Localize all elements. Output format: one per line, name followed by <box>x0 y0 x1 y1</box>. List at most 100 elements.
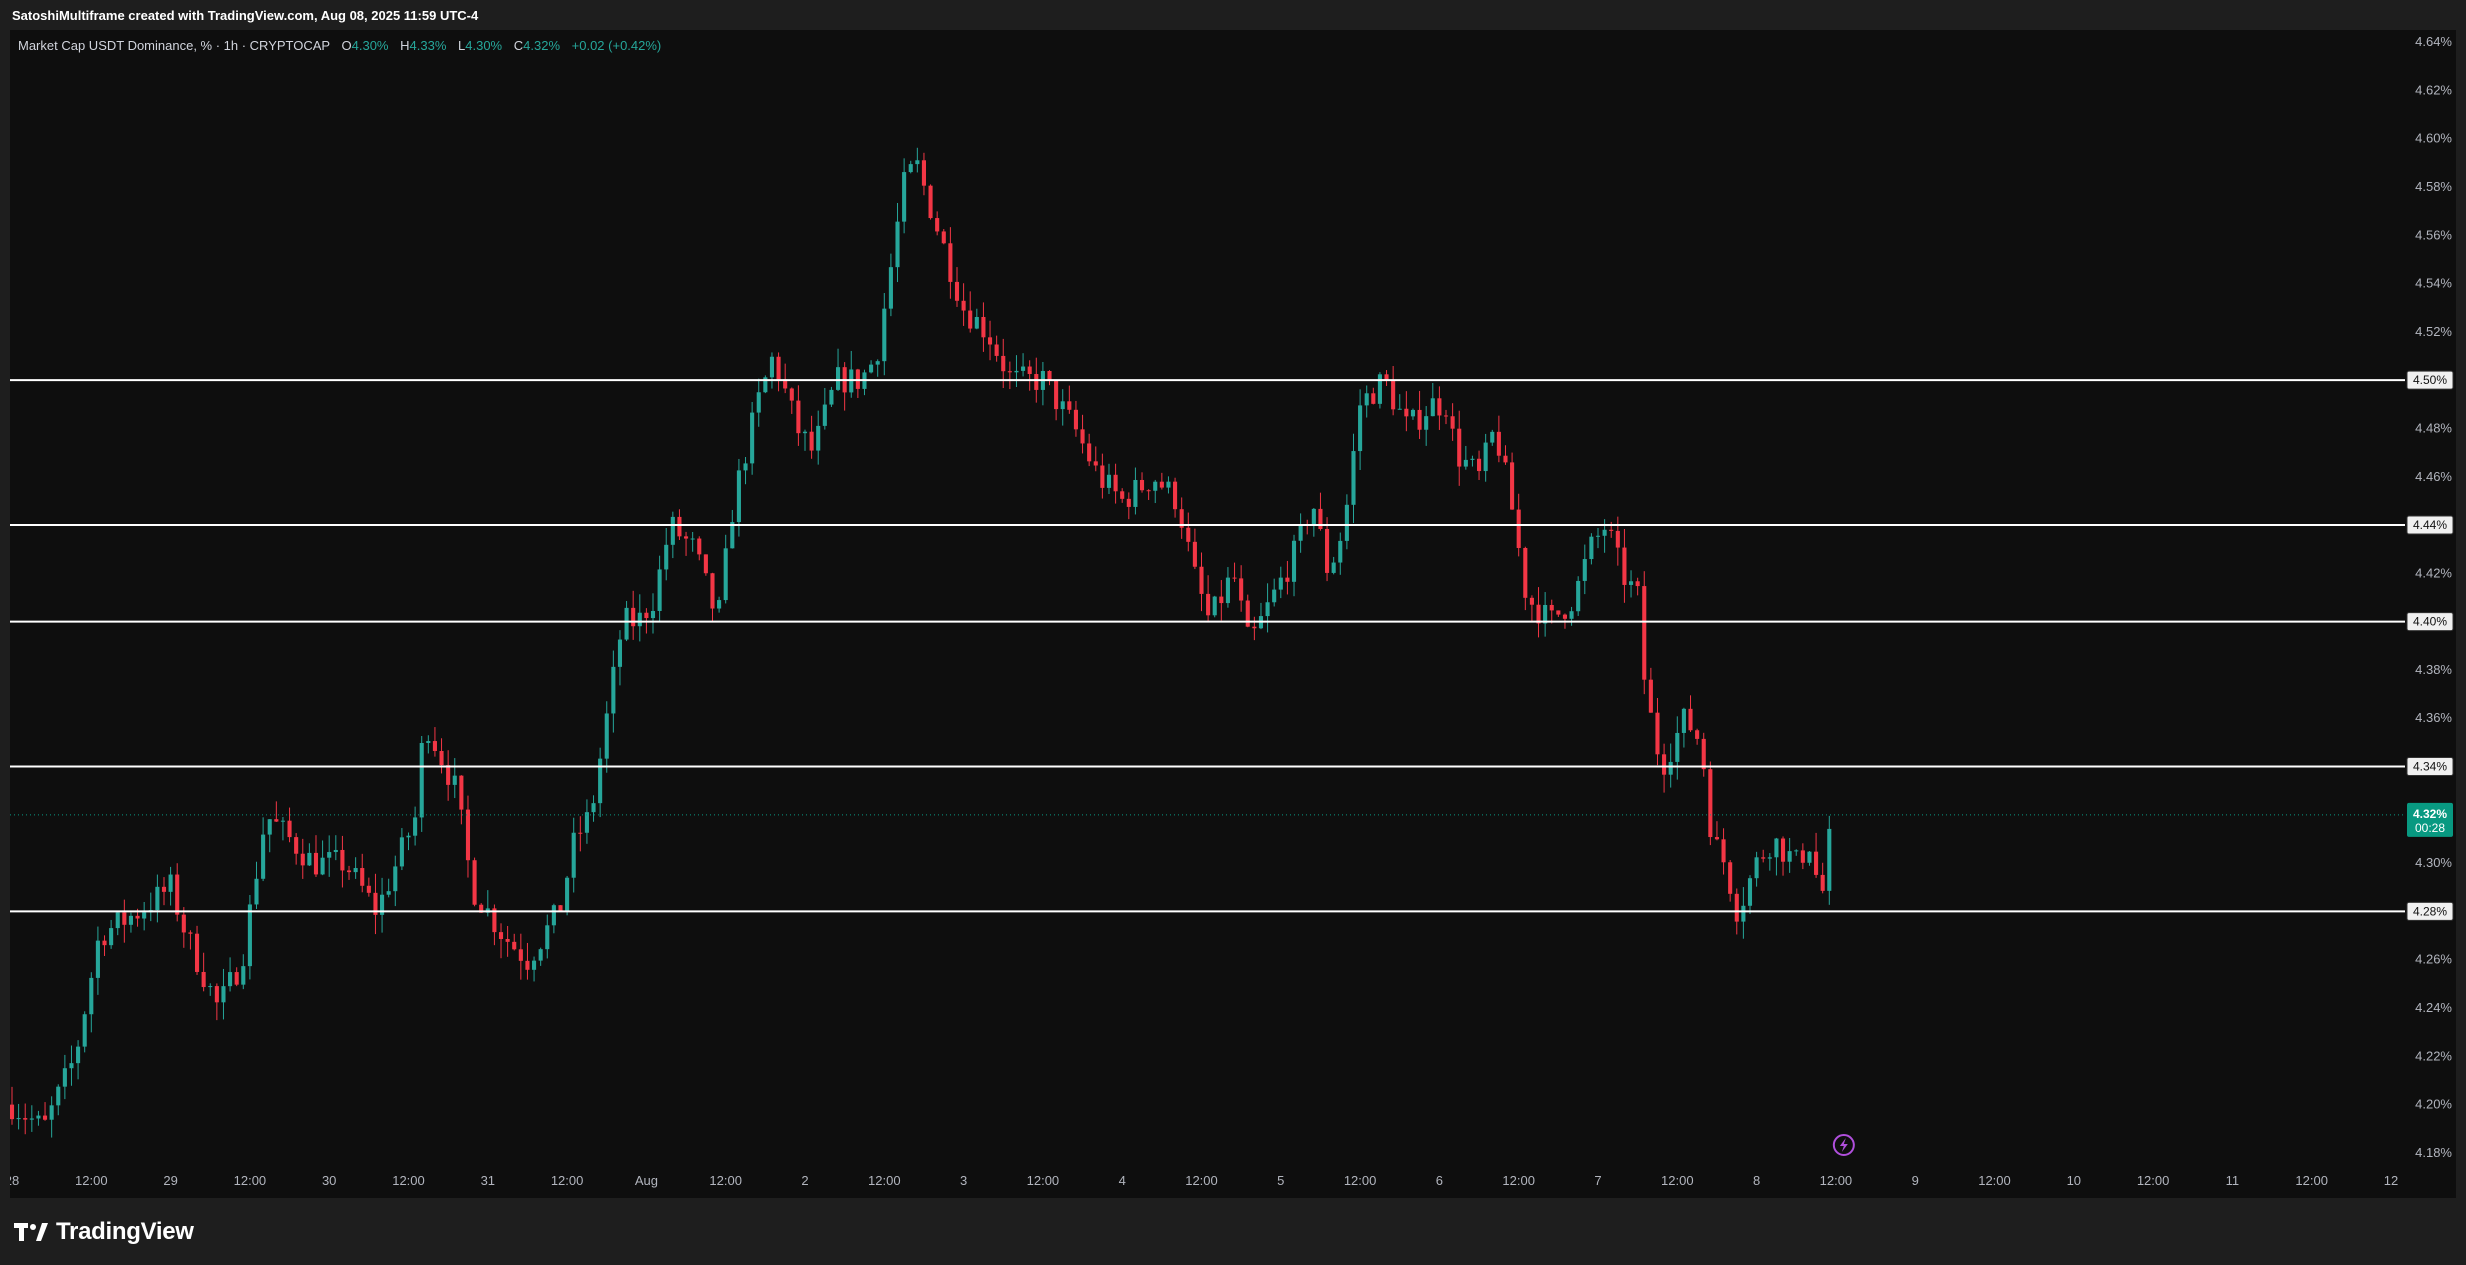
x-tick-label: 12:00 <box>75 1173 108 1188</box>
candle-body <box>1054 380 1059 410</box>
candle-body <box>492 908 497 933</box>
candle-body <box>968 310 973 329</box>
candle-body <box>221 986 226 1003</box>
candle-body <box>1510 462 1515 510</box>
y-tick-label: 4.36% <box>2415 710 2452 725</box>
candle-body <box>697 538 702 555</box>
x-tick-label: 12 <box>2384 1173 2398 1188</box>
current-price-tag <box>2407 802 2453 837</box>
brand[interactable]: TradingView <box>14 1218 194 1246</box>
candle-body <box>1437 398 1442 416</box>
candle-body <box>327 852 332 858</box>
candle-body <box>1721 839 1726 863</box>
candle-body <box>287 820 292 838</box>
candlestick-chart[interactable]: 4.50%4.44%4.40%4.34%4.28%4.32%00:28 4.64… <box>10 30 2456 1198</box>
candle-body <box>1001 355 1006 372</box>
candle-body <box>1073 409 1078 430</box>
level-label: 4.44% <box>2413 518 2447 532</box>
low-label: L <box>458 38 466 53</box>
candle-body <box>1642 586 1647 680</box>
candle-body <box>267 819 272 835</box>
candle-body <box>736 470 741 523</box>
candle-body <box>82 1014 87 1047</box>
candle-body <box>1734 893 1739 922</box>
candle-body <box>650 610 656 619</box>
candle-body <box>756 392 761 413</box>
candle-body <box>1536 604 1541 624</box>
symbol-legend: Market Cap USDT Dominance, % · 1h · CRYP… <box>18 38 669 53</box>
candle-body <box>479 904 484 913</box>
candle-body <box>1820 874 1825 891</box>
candle-body <box>1496 431 1501 456</box>
candle-body <box>399 837 404 867</box>
candle-body <box>1060 401 1065 410</box>
candle-body <box>228 972 233 987</box>
candle-body <box>1615 530 1620 548</box>
candle-body <box>234 972 239 985</box>
candle-body <box>888 267 893 309</box>
candle-body <box>340 849 345 871</box>
close-label: C <box>513 38 524 53</box>
candle-body <box>677 516 682 537</box>
candle-body <box>1278 577 1283 590</box>
y-tick-label: 4.64% <box>2415 34 2452 49</box>
level-label: 4.28% <box>2413 904 2447 918</box>
candle-body <box>300 853 305 866</box>
candle-body <box>393 866 398 892</box>
candle-body <box>122 912 127 925</box>
candle-body <box>558 905 563 911</box>
candle-body <box>869 364 874 373</box>
candle-body <box>617 639 623 667</box>
x-tick-label: 6 <box>1436 1173 1443 1188</box>
candle-body <box>201 971 206 988</box>
candle-body <box>578 832 583 834</box>
candle-body <box>366 885 371 893</box>
levels-layer: 4.50% 4.44% 4.40% 4.34% 4.28% 4.32%00:28 <box>10 370 2454 921</box>
candle-body <box>1761 857 1766 859</box>
candle-body <box>1219 596 1224 604</box>
candle-body <box>1556 610 1561 615</box>
candle-body <box>1153 481 1158 491</box>
y-tick-label: 4.54% <box>2415 276 2452 291</box>
x-tick-label: 12:00 <box>2295 1173 2328 1188</box>
candle-body <box>1371 393 1376 404</box>
candle-body <box>829 389 834 405</box>
candle-body <box>1318 508 1323 529</box>
candle-body <box>882 308 887 362</box>
candle-body <box>1007 371 1012 373</box>
candle-body <box>89 977 94 1015</box>
attribution-text: SatoshiMultiframe created with TradingVi… <box>12 8 479 23</box>
candle-body <box>254 878 259 905</box>
x-tick-label: 9 <box>1912 1173 1919 1188</box>
candle-body <box>1628 581 1634 585</box>
candle-body <box>194 933 200 972</box>
candle-body <box>525 960 530 970</box>
y-tick-label: 4.52% <box>2415 324 2452 339</box>
candle-body <box>1562 614 1568 619</box>
candle-body <box>1179 509 1184 528</box>
candle-body <box>1021 366 1026 371</box>
candle-body <box>1291 540 1297 582</box>
candle-body <box>954 281 960 301</box>
candle-body <box>796 400 801 434</box>
candle-body <box>1298 524 1303 541</box>
x-tick-label: 12:00 <box>868 1173 901 1188</box>
candle-body <box>1272 589 1277 603</box>
candle-body <box>346 870 352 873</box>
candle-body <box>598 758 603 804</box>
y-tick-label: 4.60% <box>2415 131 2452 146</box>
candle-body <box>908 164 913 173</box>
candle-body <box>307 852 312 866</box>
candle-body <box>1503 455 1508 463</box>
candle-body <box>36 1115 41 1119</box>
candle-body <box>1695 730 1700 739</box>
candle-body <box>1701 738 1706 770</box>
candle-body <box>10 1104 15 1120</box>
level-label: 4.40% <box>2413 615 2447 629</box>
candle-body <box>1450 416 1455 429</box>
candle-body <box>835 367 841 390</box>
candle-body <box>465 809 471 861</box>
price-axis: 4.64% 4.62% 4.60% 4.58% 4.56% 4.54% 4.52% 4.48%… <box>2415 34 2452 1160</box>
y-tick-label: 4.22% <box>2415 1048 2452 1063</box>
candle-body <box>175 874 180 915</box>
